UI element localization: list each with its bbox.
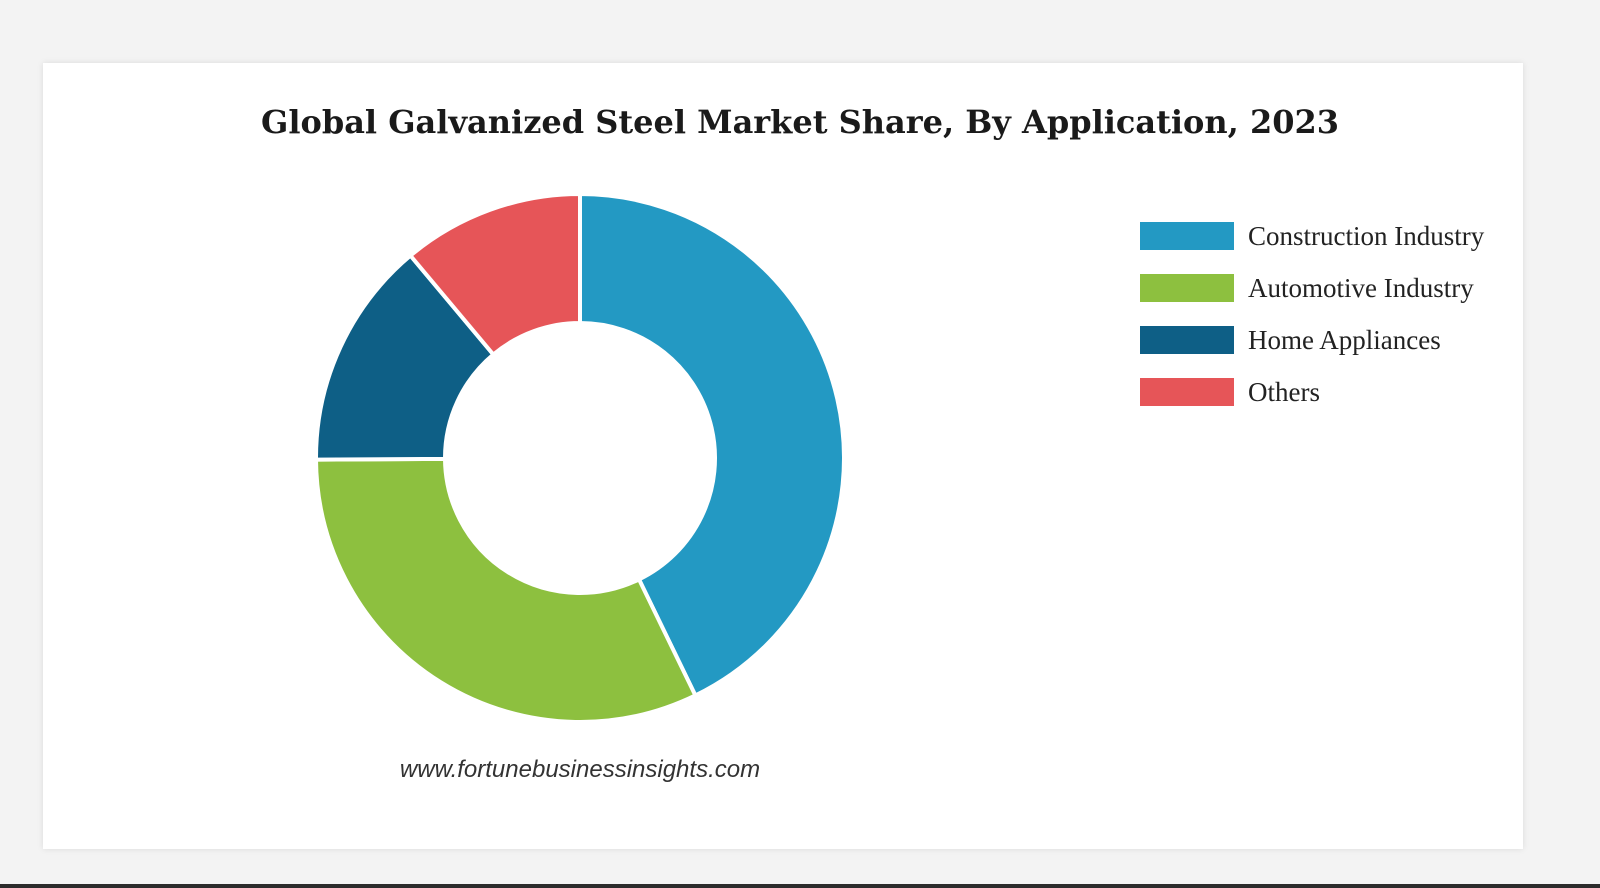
donut-slice-construction-industry bbox=[578, 192, 846, 698]
legend-swatch bbox=[1140, 222, 1234, 250]
legend-swatch bbox=[1140, 274, 1234, 302]
donut-slice-home-appliances bbox=[314, 253, 496, 462]
legend-swatch bbox=[1140, 378, 1234, 406]
donut-slice-others bbox=[408, 192, 582, 357]
donut-slice-automotive-industry bbox=[314, 456, 698, 724]
legend-label: Automotive Industry bbox=[1248, 272, 1474, 303]
legend-item: Automotive Industry bbox=[1140, 262, 1484, 314]
source-credit: www.fortunebusinessinsights.com bbox=[399, 756, 761, 783]
chart-title: Global Galvanized Steel Market Share, By… bbox=[260, 103, 1339, 141]
legend-label: Others bbox=[1248, 376, 1320, 407]
chart-legend: Construction Industry Automotive Industr… bbox=[1140, 210, 1484, 418]
legend-label: Construction Industry bbox=[1248, 220, 1485, 251]
legend-item: Construction Industry bbox=[1140, 210, 1484, 262]
legend-label: Home Appliances bbox=[1248, 324, 1441, 355]
legend-swatch bbox=[1140, 326, 1234, 354]
legend-item: Home Appliances bbox=[1140, 314, 1484, 366]
legend-item: Others bbox=[1140, 366, 1484, 418]
bottom-border bbox=[0, 884, 1600, 888]
